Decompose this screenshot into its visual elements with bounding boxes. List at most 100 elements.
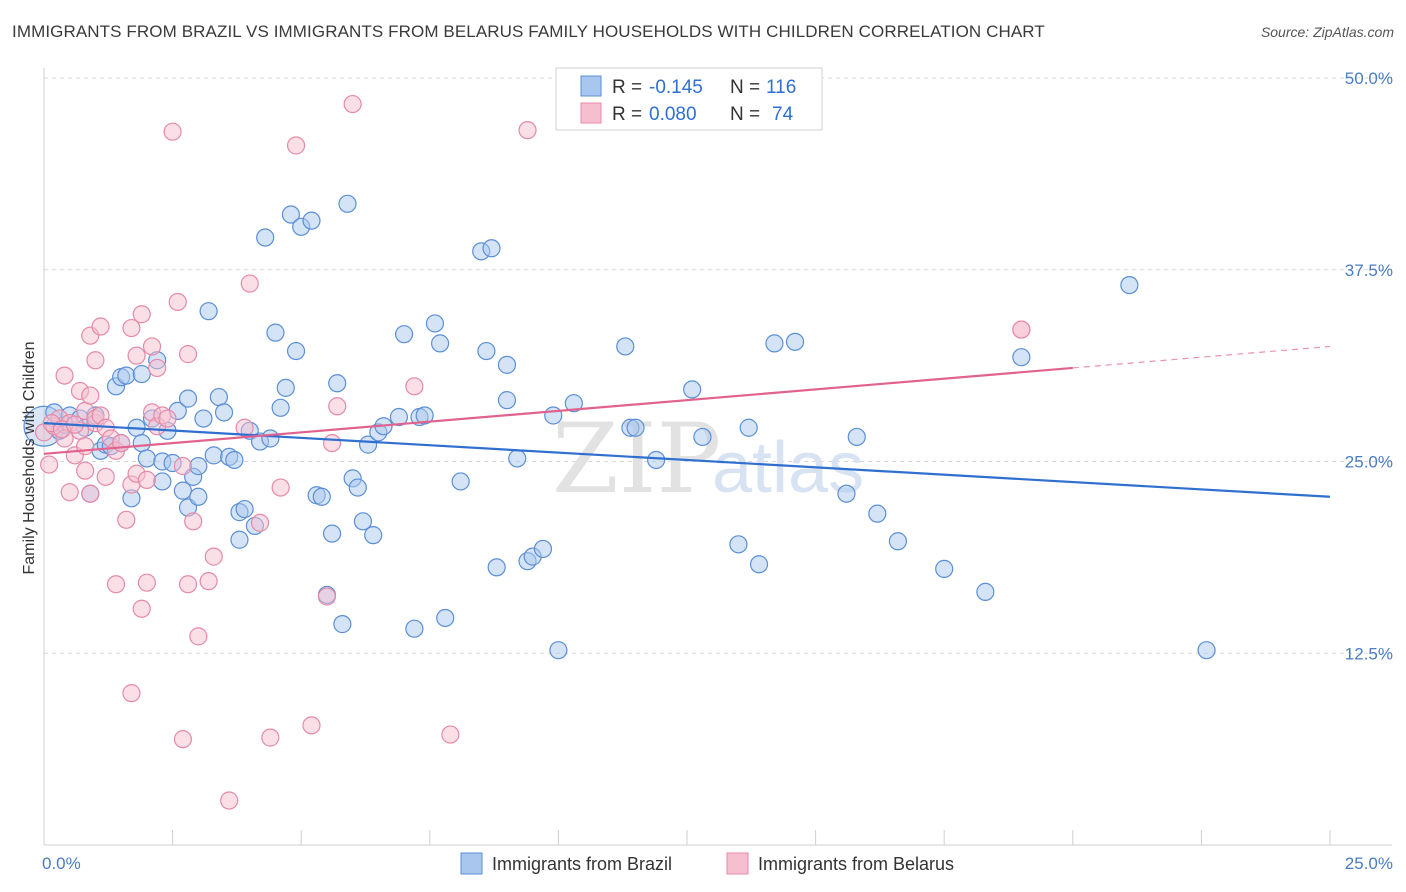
belarus-point-50 [184, 512, 203, 531]
belarus-point-13 [76, 461, 95, 480]
brazil-point-55 [302, 211, 321, 230]
brazil-point-59 [322, 524, 342, 543]
legend-n-label-brazil: N = [730, 77, 760, 98]
belarus-point-43 [158, 409, 177, 428]
belarus-point-67 [441, 725, 460, 744]
bottom-legend-swatch-belarus [726, 852, 749, 875]
brazil-point-36 [204, 446, 223, 465]
brazil-point-62 [338, 194, 357, 213]
legend-box: R = -0.145 N = 116 R = 0.080 N = 74 [555, 67, 823, 131]
brazil-point-15 [117, 366, 136, 385]
brazil-point-77 [436, 608, 455, 628]
brazil-point-53 [286, 341, 306, 361]
belarus-point-14 [81, 386, 100, 405]
belarus-point-36 [137, 470, 156, 490]
belarus-trend-line-extension [1072, 345, 1331, 369]
brazil-point-97 [693, 427, 712, 447]
x-tick-labels: 0.0% 25.0% [42, 854, 1393, 873]
brazil-point-95 [647, 450, 666, 470]
legend-r-value-brazil: -0.145 [649, 77, 703, 98]
brazil-point-90 [549, 641, 568, 660]
brazil-point-47 [256, 228, 275, 247]
belarus-point-11 [76, 437, 95, 456]
bottom-legend: Immigrants from Brazil Immigrants from B… [460, 852, 954, 875]
brazil-point-83 [497, 355, 517, 374]
brazil-point-78 [451, 472, 470, 491]
brazil-point-19 [132, 364, 151, 384]
belarus-point-68 [518, 121, 537, 140]
brazil-point-80 [477, 341, 496, 361]
legend-n-label-belarus: N = [730, 104, 760, 125]
brazil-point-91 [564, 394, 583, 413]
brazil-point-108 [976, 582, 995, 601]
belarus-point-62 [317, 587, 337, 606]
brazil-point-72 [405, 619, 424, 638]
belarus-point-15 [81, 484, 100, 503]
belarus-point-35 [132, 305, 151, 324]
belarus-point-31 [122, 318, 141, 338]
belarus-point-44 [163, 122, 182, 141]
brazil-point-38 [214, 403, 234, 422]
y-tick-label-2: 37.5% [1345, 261, 1393, 280]
brazil-point-51 [276, 378, 295, 397]
belarus-point-58 [261, 728, 280, 747]
brazil-point-64 [348, 478, 367, 497]
belarus-point-32 [127, 346, 146, 365]
belarus-point-22 [96, 467, 115, 486]
brazil-point-98 [729, 535, 748, 554]
legend-r-label-brazil: R = [612, 77, 642, 98]
belarus-point-64 [328, 397, 347, 416]
brazil-point-103 [837, 484, 856, 503]
brazil-point-75 [425, 314, 445, 333]
brazil-point-32 [189, 487, 208, 506]
grid [44, 77, 1392, 654]
x-tick-label-1: 25.0% [1345, 854, 1393, 873]
legend-swatch-belarus [580, 102, 602, 124]
belarus-point-49 [178, 345, 198, 364]
brazil-point-74 [415, 406, 434, 425]
belarus-point-73 [1012, 320, 1031, 339]
legend-r-value-belarus: 0.080 [649, 104, 697, 125]
brazil-point-96 [683, 380, 702, 399]
brazil-point-60 [328, 374, 347, 393]
belarus-point-46 [173, 730, 192, 749]
brazil-point-67 [364, 526, 383, 545]
brazil-point-76 [430, 334, 450, 353]
bottom-legend-label-belarus: Immigrants from Belarus [758, 854, 954, 874]
brazil-point-42 [230, 530, 249, 549]
belarus-point-26 [106, 575, 126, 594]
belarus-point-20 [91, 317, 110, 336]
belarus-point-60 [286, 136, 306, 155]
brazil-point-101 [765, 334, 784, 353]
brazil-point-23 [153, 472, 172, 491]
belarus-point-37 [137, 573, 156, 592]
belarus-point-57 [250, 513, 270, 532]
belarus-point-59 [271, 478, 290, 497]
brazil-point-82 [487, 558, 506, 577]
bottom-legend-label-brazil: Immigrants from Brazil [492, 854, 672, 874]
brazil-point-104 [847, 427, 866, 447]
belarus-point-27 [112, 433, 131, 453]
belarus-point-1 [40, 455, 59, 474]
brazil-point-48 [261, 429, 280, 448]
belarus-point-34 [132, 599, 151, 618]
brazil-point-34 [194, 409, 213, 428]
brazil-point-71 [394, 325, 414, 344]
watermark: ZIP atlas [552, 403, 864, 515]
belarus-point-63 [322, 433, 342, 453]
brazil-point-92 [616, 337, 635, 356]
legend-r-label-belarus: R = [612, 104, 642, 125]
brazil-point-88 [533, 539, 553, 559]
legend-swatch-brazil [580, 75, 602, 97]
brazil-point-81 [482, 239, 501, 258]
brazil-point-49 [266, 323, 285, 342]
belarus-point-51 [189, 627, 208, 646]
brazil-point-43 [235, 499, 254, 519]
brazil-point-20 [137, 449, 156, 468]
legend-n-value-belarus: 74 [772, 104, 794, 125]
brazil-point-37 [209, 387, 228, 407]
brazil-point-100 [749, 555, 769, 574]
brazil-point-107 [935, 559, 954, 578]
brazil-point-109 [1012, 348, 1031, 367]
